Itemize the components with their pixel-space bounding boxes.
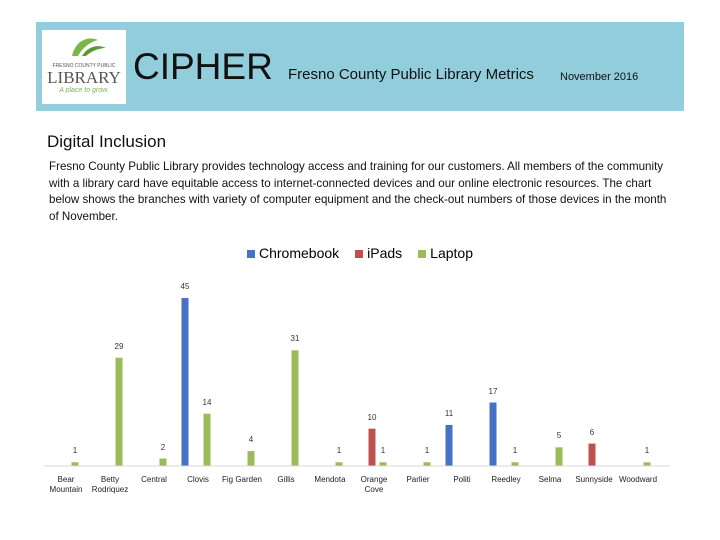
bar — [423, 462, 431, 466]
legend-item: Laptop — [418, 245, 473, 261]
logo-name: LIBRARY — [47, 68, 121, 87]
header-band — [36, 22, 684, 111]
category-label: Clovis — [187, 475, 209, 484]
bar — [643, 462, 651, 466]
legend-label: Chromebook — [258, 245, 340, 261]
value-label: 4 — [248, 435, 254, 445]
date: November 2016 — [560, 71, 639, 83]
bar — [159, 458, 167, 466]
value-label: 1 — [512, 446, 518, 456]
value-label: 1 — [644, 446, 650, 456]
value-label: 29 — [114, 341, 124, 351]
legend-swatch — [355, 250, 364, 258]
bar — [555, 447, 563, 466]
category-label: Central — [141, 475, 167, 484]
paragraph: Fresno County Public Library provides te… — [49, 160, 667, 223]
section-title: Digital Inclusion — [47, 132, 167, 151]
logo-top: FRESNO COUNTY PUBLIC — [52, 63, 116, 69]
bar — [115, 357, 123, 466]
category-label: Fig Garden — [221, 475, 263, 484]
bar — [247, 451, 255, 466]
legend-item: Chromebook — [246, 245, 340, 261]
legend-swatch — [418, 250, 427, 258]
legend-swatch — [246, 250, 255, 258]
bar — [379, 462, 387, 466]
value-label: 1 — [336, 446, 342, 456]
value-label: 10 — [367, 412, 377, 422]
value-label: 5 — [556, 431, 562, 441]
logo-tagline: A place to grow. — [59, 87, 109, 94]
bar — [489, 402, 497, 466]
value-label: 1 — [72, 446, 78, 456]
category-label: Selma — [538, 475, 562, 484]
bar — [203, 413, 211, 466]
bar — [71, 462, 79, 466]
bar — [181, 298, 189, 466]
bar — [335, 462, 343, 466]
value-label: 1 — [380, 446, 386, 456]
category-label: Gillis — [277, 475, 295, 484]
logo-leaves — [72, 38, 106, 56]
bar — [368, 428, 376, 466]
bar — [445, 424, 453, 466]
legend-label: Laptop — [430, 245, 473, 261]
category-label: Politi — [453, 475, 471, 484]
value-label: 2 — [160, 442, 166, 452]
title: CIPHER — [133, 46, 273, 87]
legend-item: iPads — [355, 245, 402, 261]
category-label: Orange Cove — [360, 475, 388, 494]
value-label: 14 — [202, 397, 212, 407]
bar — [588, 443, 596, 466]
category-label: Woodward — [618, 475, 658, 484]
legend: Chromebook iPads Laptop — [0, 245, 720, 261]
category-label: Parlier — [406, 475, 430, 484]
value-label: 45 — [180, 282, 190, 291]
category-label: Mendota — [314, 475, 346, 484]
bar — [511, 462, 519, 466]
value-label: 11 — [444, 408, 454, 418]
legend-label: iPads — [367, 245, 403, 261]
logo: FRESNO COUNTY PUBLIC LIBRARY A place to … — [42, 30, 126, 104]
subtitle: Fresno County Public Library Metrics — [288, 66, 534, 83]
category-label: Sunnyside — [575, 475, 613, 484]
value-label: 6 — [589, 427, 595, 437]
value-label: 1 — [424, 446, 430, 456]
value-label: 17 — [488, 386, 498, 396]
bar — [291, 350, 299, 466]
category-label: Bear Mountain — [49, 475, 83, 494]
category-label: Reedley — [491, 475, 521, 484]
value-label: 31 — [290, 334, 300, 344]
category-label: Betty Rodriquez — [91, 475, 129, 494]
